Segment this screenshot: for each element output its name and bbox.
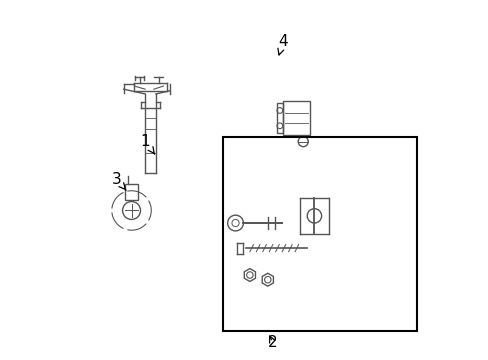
- Text: 1: 1: [140, 134, 154, 154]
- Bar: [276, 103, 283, 134]
- Bar: [223, 137, 416, 330]
- Text: 2: 2: [267, 335, 277, 350]
- Text: 4: 4: [277, 33, 287, 55]
- Text: 3: 3: [112, 172, 126, 190]
- Bar: [283, 101, 309, 135]
- Bar: [124, 184, 138, 200]
